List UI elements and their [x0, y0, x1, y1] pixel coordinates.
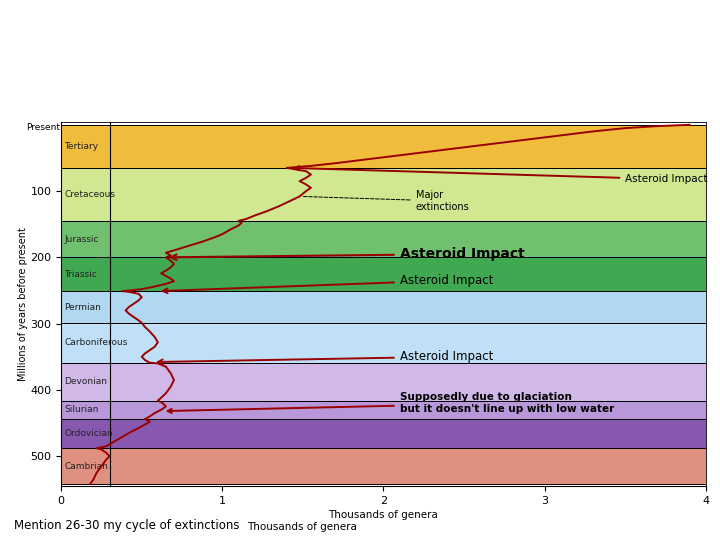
Text: Asteroid Impact: Asteroid Impact [171, 247, 524, 261]
Text: Supposedly due to glaciation
but it doesn't line up with low water: Supposedly due to glaciation but it does… [168, 393, 613, 414]
Text: Triassic: Triassic [64, 270, 97, 279]
Text: Mention 26-30 my cycle of extinctions: Mention 26-30 my cycle of extinctions [14, 519, 240, 532]
Text: Thousands of genera: Thousands of genera [248, 522, 357, 532]
Text: Permian: Permian [64, 302, 102, 312]
Text: Cretaceous: Cretaceous [64, 190, 115, 199]
Text: Asteroid Impact: Asteroid Impact [158, 350, 493, 365]
Bar [61, 363, 706, 401]
Text: Asteroid Impact: Asteroid Impact [163, 274, 493, 293]
Y-axis label: Millions of years before present: Millions of years before present [17, 227, 27, 381]
Text: Ordovician: Ordovician [64, 429, 113, 438]
Bar [61, 401, 706, 419]
Text: Jurassic: Jurassic [64, 235, 99, 244]
X-axis label: Thousands of genera: Thousands of genera [328, 510, 438, 520]
Text: Tertiary: Tertiary [64, 142, 99, 151]
Text: Asteroid Impact: Asteroid Impact [295, 166, 708, 184]
Bar [61, 323, 706, 363]
Text: Major
extinctions: Major extinctions [302, 190, 469, 212]
Text: Carboniferous: Carboniferous [64, 339, 127, 347]
Text: Present: Present [27, 123, 60, 132]
Bar [61, 125, 706, 168]
Bar [61, 448, 706, 484]
Bar [61, 419, 706, 448]
Bar [61, 258, 706, 291]
Bar [61, 168, 706, 221]
Bar [61, 291, 706, 323]
Text: Silurian: Silurian [64, 406, 99, 414]
Bar [61, 221, 706, 258]
Text: Cambrian: Cambrian [64, 462, 108, 471]
Text: Devonian: Devonian [64, 377, 107, 386]
Text: Major mass-extinction events: Major mass-extinction events [29, 28, 479, 57]
